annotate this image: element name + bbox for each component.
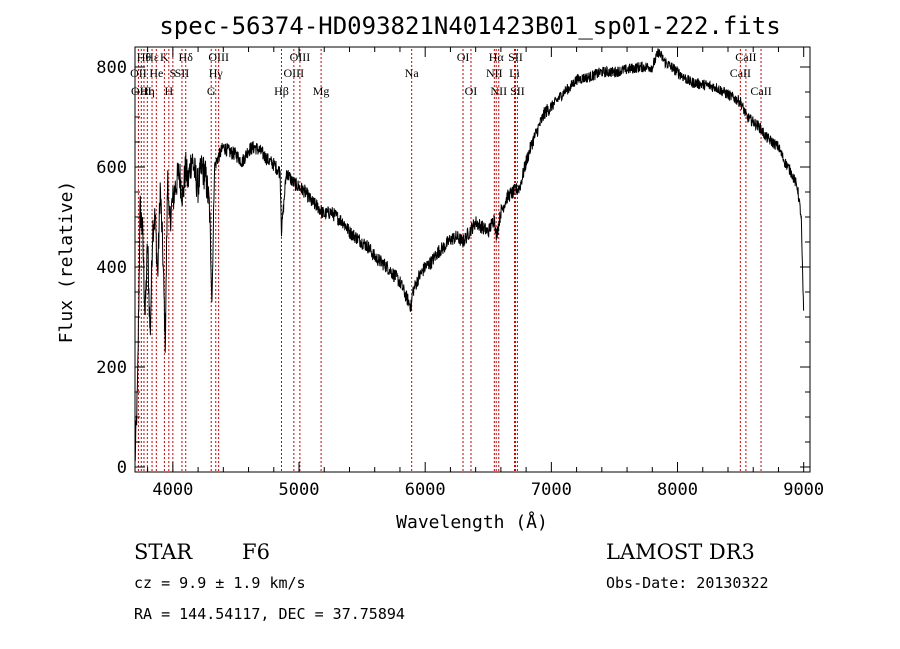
- spectral-line-label: He: [149, 66, 163, 80]
- spectral-line-label: OIII: [290, 50, 311, 64]
- y-tick-label: 0: [117, 458, 127, 478]
- y-tick-label: 400: [96, 258, 127, 278]
- x-tick-label: 6000: [405, 480, 446, 500]
- axis-ticks: [135, 47, 810, 472]
- spectral-line-label: SII: [508, 50, 523, 64]
- spectral-line-label: Hδ: [179, 50, 194, 64]
- spectral-line-label: Hα: [489, 50, 505, 64]
- y-axis-label: Flux (relative): [56, 181, 77, 344]
- spectral-line-label: OIII: [284, 66, 305, 80]
- spectral-line-label: S: [170, 66, 177, 80]
- spectral-line-label: CaII: [730, 66, 751, 80]
- spectral-line-label: OIII: [131, 84, 152, 98]
- x-tick-label: 9000: [783, 480, 824, 500]
- spectral-line-label: CaII: [735, 50, 756, 64]
- spectral-line-label: Hθ: [137, 50, 152, 64]
- spectral-line-label: SII: [510, 84, 525, 98]
- spectral-line-label: K: [160, 50, 169, 64]
- plot-frame: [134, 46, 811, 473]
- spectral-line-label: OI: [465, 84, 478, 98]
- spectral-line-label: Hε: [145, 50, 159, 64]
- y-tick-label: 600: [96, 158, 127, 178]
- spectral-line-label: CaII: [750, 84, 771, 98]
- spectral-line-label: SII: [175, 66, 190, 80]
- spectral-line-label: NII: [490, 84, 507, 98]
- obs-date: Obs-Date: 20130322: [606, 574, 769, 592]
- object-subclass: F6: [242, 540, 270, 564]
- spectral-line-label: OII: [130, 66, 147, 80]
- spectral-line-label: Hβ: [274, 84, 289, 98]
- spectral-line-label: Hγ: [209, 66, 224, 80]
- object-class: STAR: [134, 540, 193, 564]
- spectral-line-label: NII: [486, 66, 503, 80]
- spectral-line-label: Li: [509, 66, 520, 80]
- y-tick-label: 800: [96, 58, 127, 78]
- spectral-line-label: OIII: [208, 50, 229, 64]
- spectral-line-label: Hη: [140, 84, 155, 98]
- spectral-line-labels: OIIOIIIHθHηHεHeKHSSIIHδGHγOIIIHβOIIIOIII…: [130, 50, 772, 98]
- y-tick-label: 200: [96, 358, 127, 378]
- x-tick-label: 7000: [531, 480, 572, 500]
- spectral-line-label: G: [207, 84, 216, 98]
- spectrum-line: [134, 48, 805, 461]
- x-tick-label: 5000: [279, 480, 320, 500]
- spectral-line-label: Na: [405, 66, 420, 80]
- chart-title: spec-56374-HD093821N401423B01_sp01-222.f…: [159, 12, 780, 40]
- spectral-line-label: Mg: [313, 84, 330, 98]
- spectral-line-markers: [137, 49, 762, 472]
- redshift-readout: cz = 9.9 ± 1.9 km/s: [134, 574, 306, 592]
- x-axis-label: Wavelength (Å): [396, 511, 548, 533]
- spectral-line-label: OI: [457, 50, 470, 64]
- spectral-line-label: H: [164, 84, 173, 98]
- axis-tick-labels: 4000 5000 6000 7000 8000 9000 0 200 400 600 800: [96, 58, 824, 500]
- x-tick-label: 4000: [152, 480, 193, 500]
- coordinates-readout: RA = 144.54117, DEC = 37.75894: [134, 605, 405, 623]
- x-tick-label: 8000: [657, 480, 698, 500]
- survey-label: LAMOST DR3: [606, 540, 755, 564]
